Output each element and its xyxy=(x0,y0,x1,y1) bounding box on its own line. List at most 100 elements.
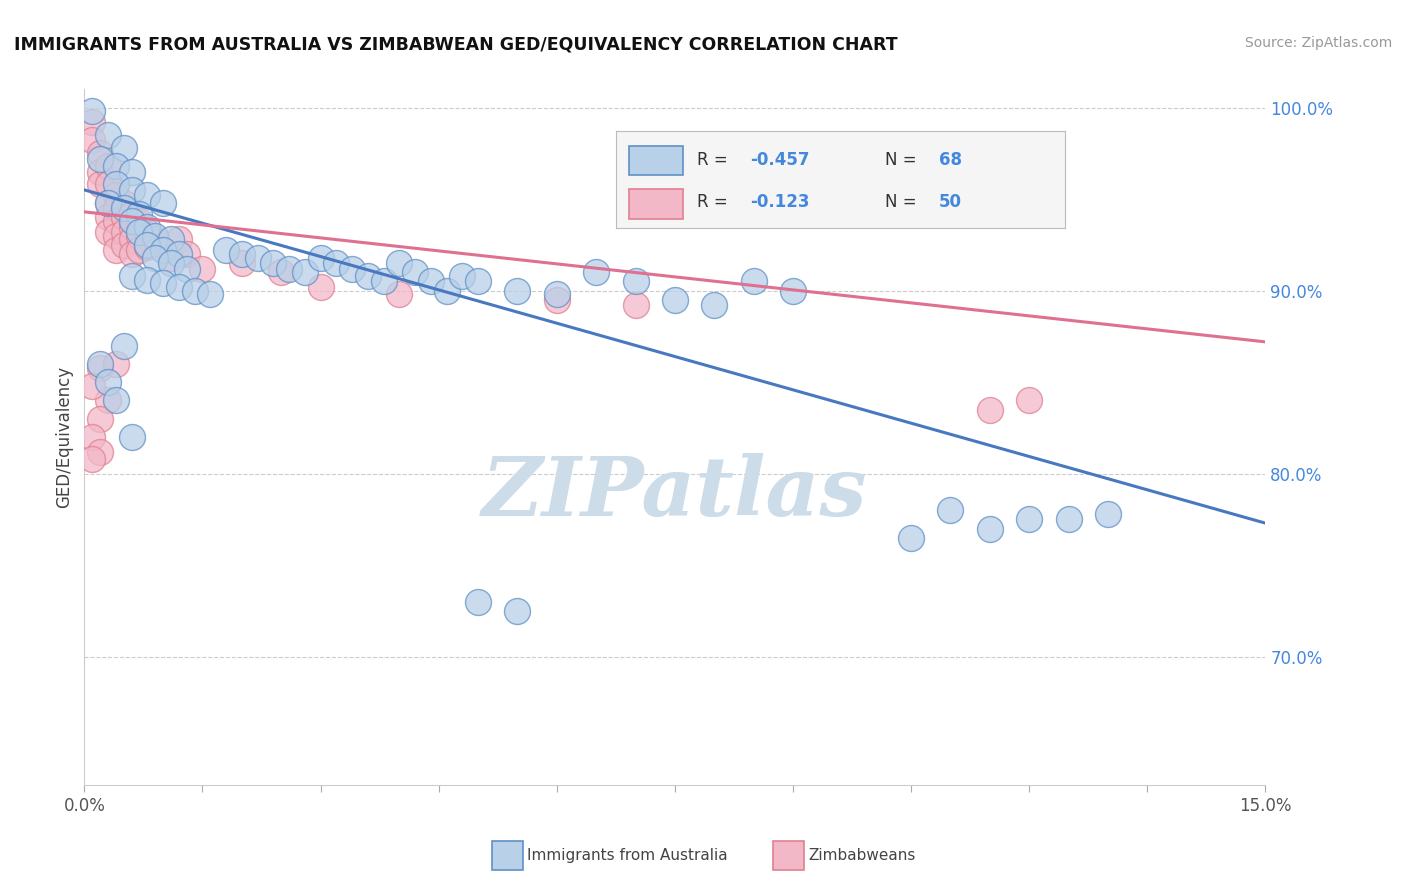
Point xyxy=(388,256,411,270)
Point xyxy=(167,280,190,294)
Text: -0.123: -0.123 xyxy=(751,193,810,211)
Point xyxy=(112,237,135,252)
Point xyxy=(467,595,489,609)
Point xyxy=(97,225,120,239)
Point xyxy=(143,232,166,246)
Text: ZIPatlas: ZIPatlas xyxy=(482,453,868,533)
Point xyxy=(467,275,489,289)
Point xyxy=(231,256,253,270)
Point xyxy=(160,232,183,246)
Point xyxy=(121,247,143,261)
Point xyxy=(97,195,120,210)
Point xyxy=(104,244,127,258)
Point xyxy=(939,503,962,517)
Point xyxy=(191,261,214,276)
Point xyxy=(89,152,111,166)
Point xyxy=(270,265,292,279)
Point xyxy=(200,287,222,301)
Point xyxy=(112,225,135,239)
Point xyxy=(136,240,159,254)
Point xyxy=(546,293,568,307)
Point xyxy=(82,133,104,147)
Point xyxy=(121,268,143,283)
Point xyxy=(357,268,380,283)
Point xyxy=(624,275,647,289)
Point xyxy=(121,207,143,221)
Text: R =: R = xyxy=(696,193,733,211)
Point xyxy=(121,164,143,178)
Point xyxy=(451,268,474,283)
Point xyxy=(128,244,150,258)
Point xyxy=(97,195,120,210)
Text: N =: N = xyxy=(886,151,922,169)
Point xyxy=(404,265,426,279)
Point xyxy=(112,141,135,155)
Point xyxy=(89,164,111,178)
Point xyxy=(104,159,127,173)
Text: R =: R = xyxy=(696,151,733,169)
Point xyxy=(112,338,135,352)
Text: Immigrants from Australia: Immigrants from Australia xyxy=(527,848,728,863)
Point xyxy=(143,228,166,243)
Point xyxy=(121,430,143,444)
Point xyxy=(97,375,120,389)
Point xyxy=(97,159,120,173)
Point xyxy=(136,272,159,286)
Point xyxy=(340,261,363,276)
Point xyxy=(373,275,395,289)
Point xyxy=(82,430,104,444)
Point xyxy=(325,256,347,270)
Text: Source: ZipAtlas.com: Source: ZipAtlas.com xyxy=(1244,36,1392,50)
Text: -0.457: -0.457 xyxy=(751,151,810,169)
Point xyxy=(506,284,529,298)
Point xyxy=(585,265,607,279)
Point xyxy=(89,357,111,371)
Point xyxy=(104,188,127,202)
Point xyxy=(104,393,127,408)
Y-axis label: GED/Equivalency: GED/Equivalency xyxy=(55,366,73,508)
Point xyxy=(900,531,922,545)
Point xyxy=(231,247,253,261)
Point xyxy=(82,115,104,129)
Point xyxy=(121,232,143,246)
Point xyxy=(136,225,159,239)
Point xyxy=(664,293,686,307)
Point xyxy=(152,244,174,258)
Point xyxy=(160,251,183,265)
Point xyxy=(176,247,198,261)
Point xyxy=(104,228,127,243)
Point xyxy=(104,201,127,215)
Point xyxy=(979,402,1001,417)
Point xyxy=(89,146,111,161)
Point xyxy=(183,284,205,298)
Text: Zimbabweans: Zimbabweans xyxy=(808,848,915,863)
Point xyxy=(82,104,104,119)
Point xyxy=(112,211,135,225)
Point xyxy=(121,214,143,228)
Point xyxy=(215,244,238,258)
Point xyxy=(294,265,316,279)
Point xyxy=(1097,507,1119,521)
Point xyxy=(506,604,529,618)
Point xyxy=(97,128,120,142)
Point xyxy=(419,275,441,289)
Text: 50: 50 xyxy=(939,193,962,211)
Point xyxy=(104,214,127,228)
Point xyxy=(97,393,120,408)
Point xyxy=(128,228,150,243)
Point xyxy=(152,195,174,210)
Point xyxy=(309,251,332,265)
Point xyxy=(703,298,725,312)
Point xyxy=(136,188,159,202)
Point xyxy=(128,225,150,239)
Point xyxy=(1057,512,1080,526)
Point xyxy=(1018,393,1040,408)
Point xyxy=(176,261,198,276)
Point xyxy=(143,251,166,265)
Bar xyxy=(630,189,683,219)
Point xyxy=(89,360,111,375)
Point xyxy=(979,522,1001,536)
Point xyxy=(152,277,174,291)
Point xyxy=(160,256,183,270)
Point xyxy=(89,444,111,458)
